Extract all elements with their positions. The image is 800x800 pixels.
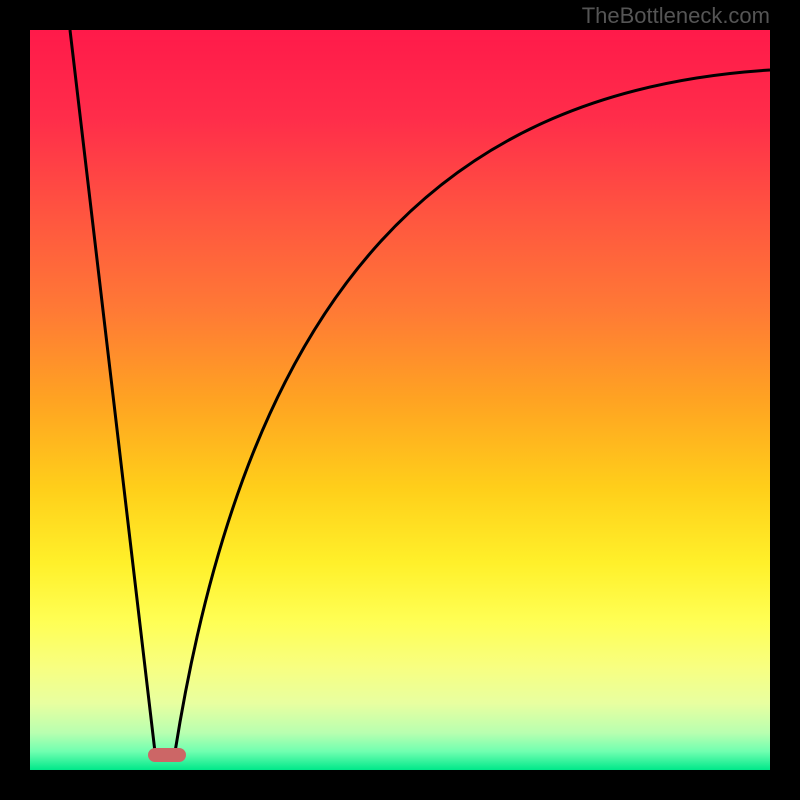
chart-area xyxy=(30,30,770,770)
bottleneck-marker xyxy=(148,748,186,762)
curve-path xyxy=(70,30,770,752)
bottleneck-curve xyxy=(30,30,770,770)
watermark-text: TheBottleneck.com xyxy=(582,3,770,29)
